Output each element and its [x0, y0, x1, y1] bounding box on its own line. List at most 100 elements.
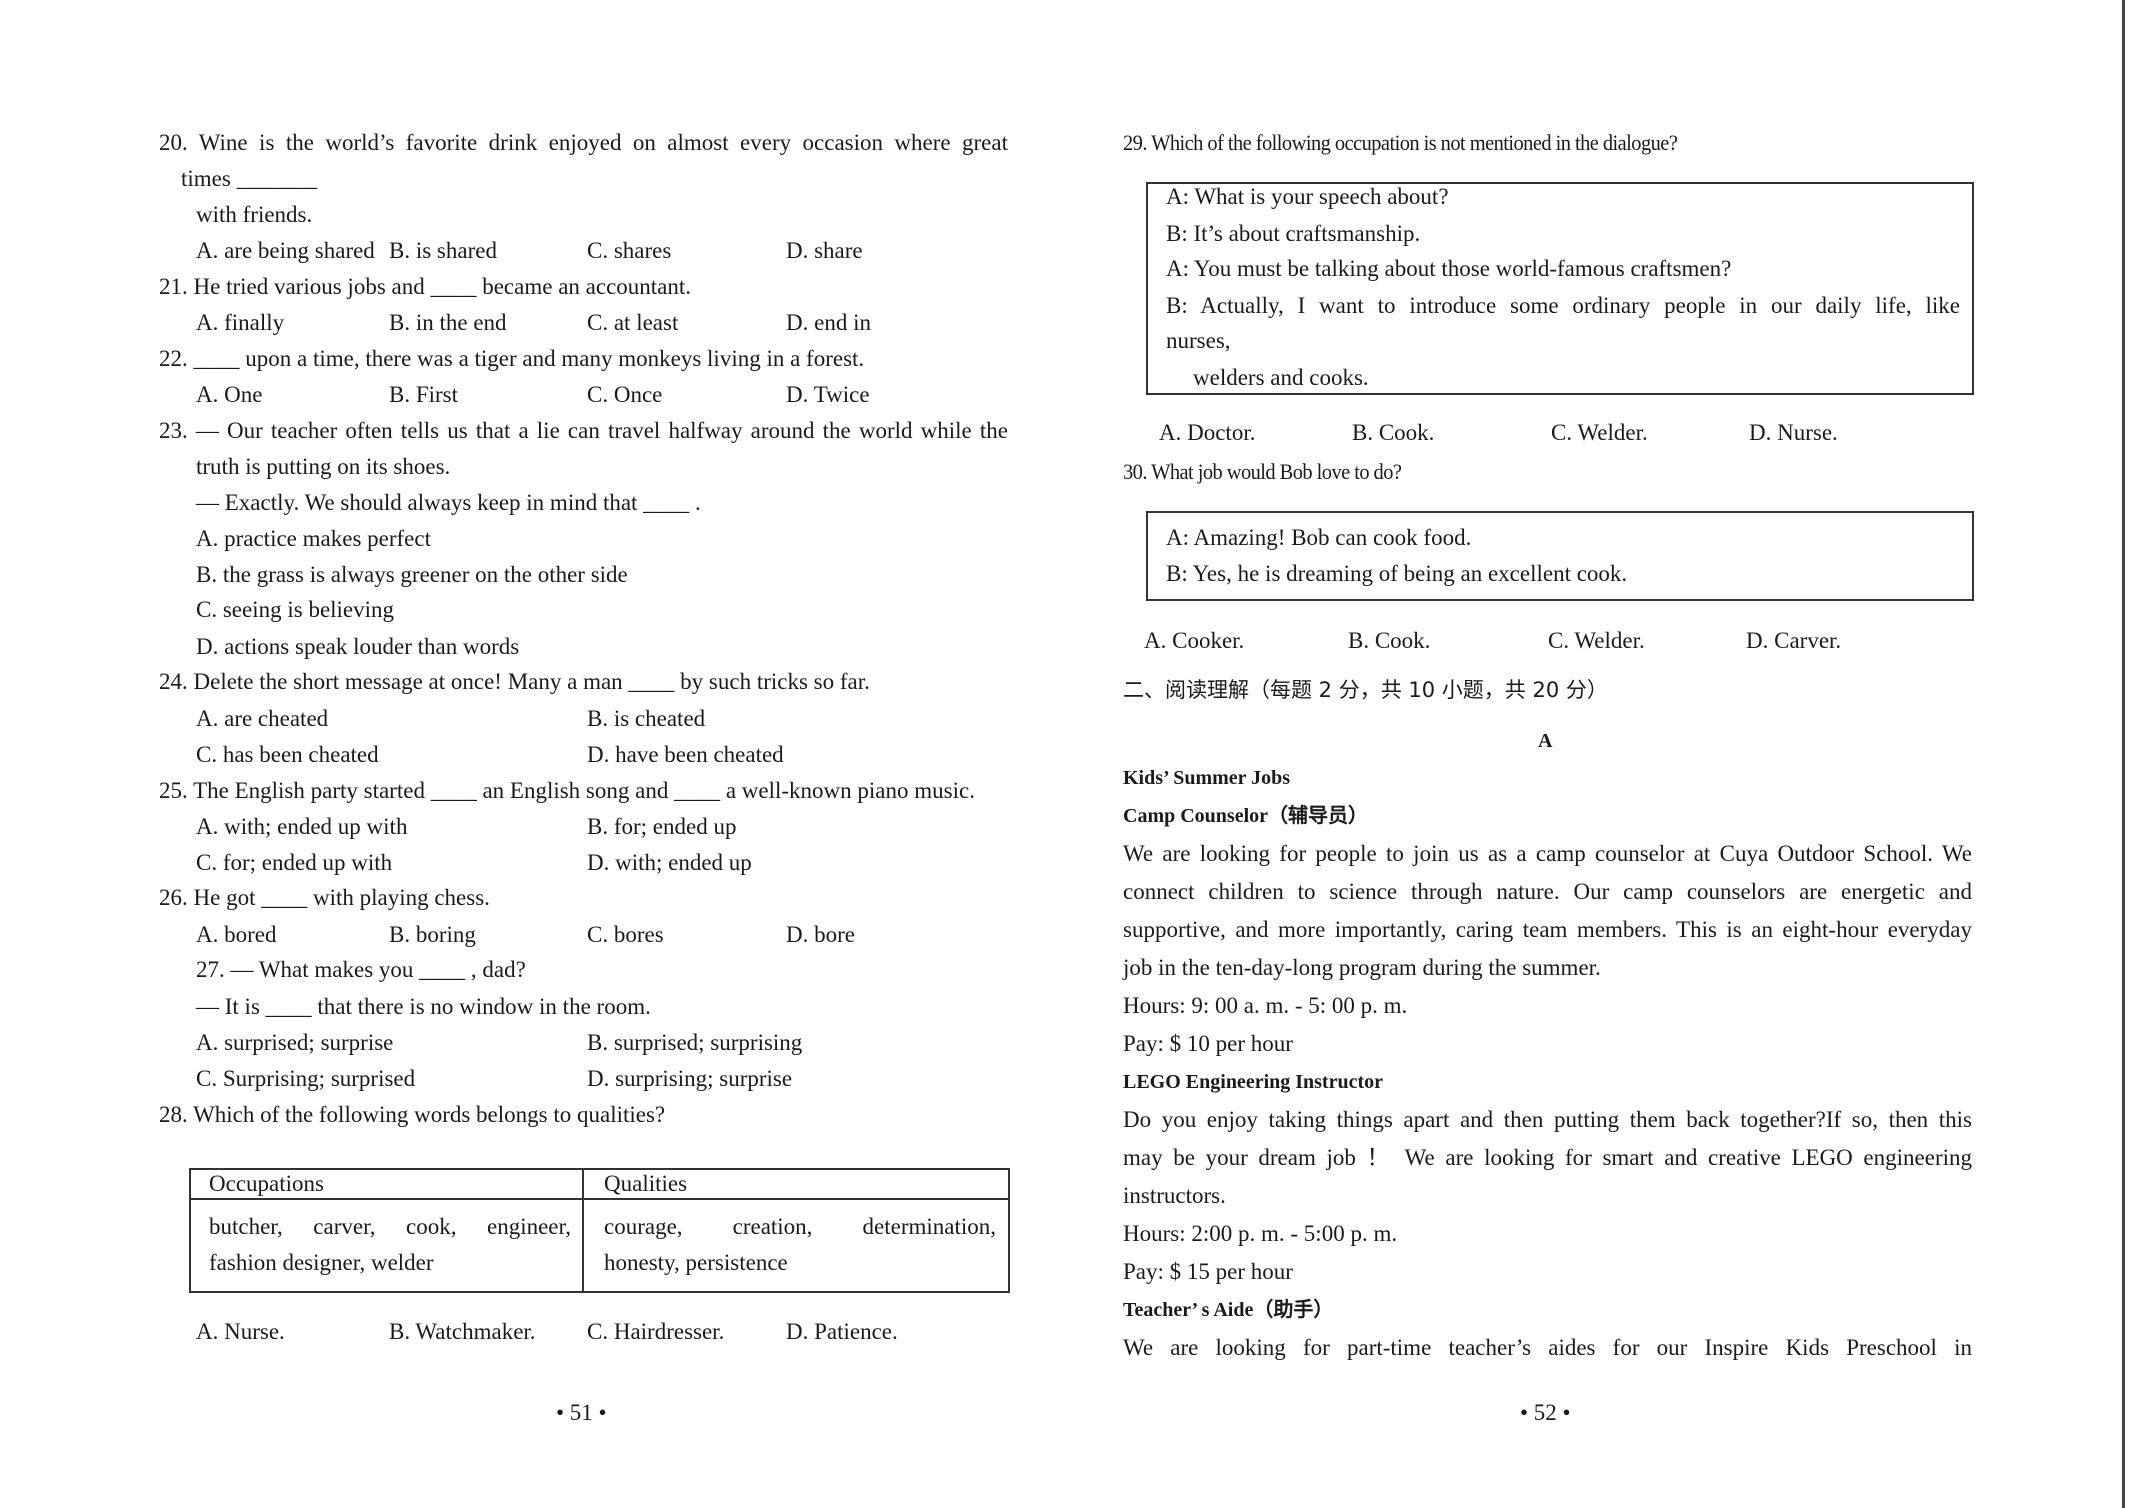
answer-option: C. seeing is believing	[196, 597, 395, 622]
job-pay: Pay: $ 15 per hour	[1123, 1259, 1293, 1284]
passage-line: Do you enjoy taking things apart and the…	[1123, 1107, 1972, 1132]
answer-option: B. the grass is always greener on the ot…	[196, 562, 628, 587]
question-stem: truth is putting on its shoes.	[196, 454, 451, 479]
question-stem: 21. He tried various jobs and ____ becam…	[159, 274, 692, 299]
question-stem: 26. He got ____ with playing chess.	[159, 885, 490, 910]
dialogue-line: B: Yes, he is dreaming of being an excel…	[1166, 561, 1628, 586]
answer-option: B. Watchmaker.	[389, 1319, 536, 1344]
passage-line: We are looking for people to join us as …	[1123, 841, 1972, 866]
answer-option: D. bore	[786, 922, 855, 947]
answer-option: B. boring	[389, 922, 476, 947]
passage-label: A	[1538, 730, 1553, 752]
dialogue-line: A: What is your speech about?	[1166, 184, 1449, 209]
answer-option: A. One	[196, 382, 263, 407]
answer-option: B. for; ended up	[587, 814, 737, 839]
question-stem: 30. What job would Bob love to do?	[1123, 459, 1402, 484]
dialogue-line: B: It’s about craftsmanship.	[1166, 221, 1421, 246]
question-stem: 29. Which of the following occupation is…	[1123, 130, 1678, 155]
question-stem: 24. Delete the short message at once! Ma…	[159, 669, 870, 694]
answer-option: A. are being shared	[196, 238, 375, 263]
q28-table-column-divider	[582, 1168, 584, 1291]
answer-option: A. are cheated	[196, 706, 329, 731]
job-hours: Hours: 2:00 p. m. - 5:00 p. m.	[1123, 1221, 1398, 1246]
dialogue-line: A: You must be talking about those world…	[1166, 256, 1732, 281]
answer-option: D. surprising; surprise	[587, 1066, 793, 1091]
answer-option: A. Doctor.	[1159, 420, 1256, 445]
answer-option: A. practice makes perfect	[196, 526, 431, 551]
answer-option: B. Cook.	[1348, 628, 1431, 653]
page-number: • 52 •	[1520, 1400, 1571, 1425]
answer-option: C. Welder.	[1551, 420, 1648, 445]
page-number: • 51 •	[556, 1400, 607, 1425]
job-pay: Pay: $ 10 per hour	[1123, 1031, 1293, 1056]
job-hours: Hours: 9: 00 a. m. - 5: 00 p. m.	[1123, 993, 1408, 1018]
answer-option: C. shares	[587, 238, 672, 263]
table-cell: courage, creation, determination,	[604, 1214, 996, 1239]
question-stem: — It is ____ that there is no window in …	[196, 994, 651, 1019]
passage-title: Kids’ Summer Jobs	[1123, 767, 1291, 789]
answer-option: D. Twice	[786, 382, 870, 407]
answer-option: C. at least	[587, 310, 679, 335]
table-header: Qualities	[604, 1171, 688, 1196]
question-stem: 27. — What makes you ____ , dad?	[196, 957, 526, 982]
question-stem: 25. The English party started ____ an En…	[159, 778, 975, 803]
question-stem: times _______	[181, 166, 318, 191]
passage-line: instructors.	[1123, 1183, 1226, 1208]
question-stem: with friends.	[196, 202, 313, 227]
question-stem: 23. — Our teacher often tells us that a …	[159, 418, 1008, 443]
answer-option: C. Surprising; surprised	[196, 1066, 416, 1091]
answer-option: C. bores	[587, 922, 664, 947]
answer-option: D. with; ended up	[587, 850, 752, 875]
question-stem: — Exactly. We should always keep in mind…	[196, 490, 701, 515]
passage-line: connect children to science through natu…	[1123, 879, 1972, 904]
answer-option: C. for; ended up with	[196, 850, 393, 875]
q30-dialogue-box	[1146, 511, 1974, 601]
answer-option: D. Patience.	[786, 1319, 898, 1344]
job-title: Camp Counselor（辅导员）	[1123, 805, 1369, 827]
q28-table-header-divider	[189, 1198, 1008, 1200]
answer-option: A. bored	[196, 922, 277, 947]
page-edge-border	[2122, 0, 2125, 1508]
passage-line: supportive, and more importantly, caring…	[1123, 917, 1972, 942]
answer-option: A. finally	[196, 310, 285, 335]
answer-option: C. Once	[587, 382, 663, 407]
answer-option: B. Cook.	[1352, 420, 1435, 445]
passage-line: job in the ten-day-long program during t…	[1123, 955, 1601, 980]
job-title: LEGO Engineering Instructor	[1123, 1071, 1384, 1093]
answer-option: C. has been cheated	[196, 742, 379, 767]
answer-option: D. have been cheated	[587, 742, 784, 767]
passage-line: may be your dream job ！ We are looking f…	[1123, 1145, 1972, 1170]
question-stem: 20. Wine is the world’s favorite drink e…	[159, 130, 1008, 155]
job-title: Teacher’ s Aide（助手）	[1123, 1299, 1334, 1321]
answer-option: C. Welder.	[1548, 628, 1645, 653]
answer-option: A. Cooker.	[1144, 628, 1245, 653]
question-stem: 22. ____ upon a time, there was a tiger …	[159, 346, 865, 371]
answer-option: D. end in	[786, 310, 871, 335]
answer-option: B. is cheated	[587, 706, 706, 731]
answer-option: D. Nurse.	[1749, 420, 1838, 445]
answer-option: B. surprised; surprising	[587, 1030, 803, 1055]
answer-option: A. with; ended up with	[196, 814, 408, 839]
answer-option: D. Carver.	[1746, 628, 1842, 653]
answer-option: B. in the end	[389, 310, 507, 335]
table-cell: butcher, carver, cook, engineer,	[209, 1214, 571, 1239]
question-stem: 28. Which of the following words belongs…	[159, 1102, 666, 1127]
dialogue-line: nurses,	[1166, 328, 1231, 353]
answer-option: C. Hairdresser.	[587, 1319, 725, 1344]
dialogue-line: welders and cooks.	[1193, 365, 1369, 390]
answer-option: B. First	[389, 382, 459, 407]
dialogue-line: B: Actually, I want to introduce some or…	[1166, 293, 1960, 318]
answer-option: D. actions speak louder than words	[196, 634, 520, 659]
answer-option: A. Nurse.	[196, 1319, 285, 1344]
table-cell: fashion designer, welder	[209, 1250, 434, 1275]
section-heading: 二、阅读理解（每题 2 分，共 10 小题，共 20 分）	[1123, 678, 1608, 702]
passage-line: We are looking for part-time teacher’s a…	[1123, 1335, 1972, 1360]
q29-dialogue-box	[1146, 182, 1974, 395]
answer-option: A. surprised; surprise	[196, 1030, 394, 1055]
table-header: Occupations	[209, 1171, 324, 1196]
table-cell: honesty, persistence	[604, 1250, 788, 1275]
dialogue-line: A: Amazing! Bob can cook food.	[1166, 525, 1472, 550]
q28-table	[189, 1168, 1010, 1293]
answer-option: D. share	[786, 238, 863, 263]
answer-option: B. is shared	[389, 238, 497, 263]
